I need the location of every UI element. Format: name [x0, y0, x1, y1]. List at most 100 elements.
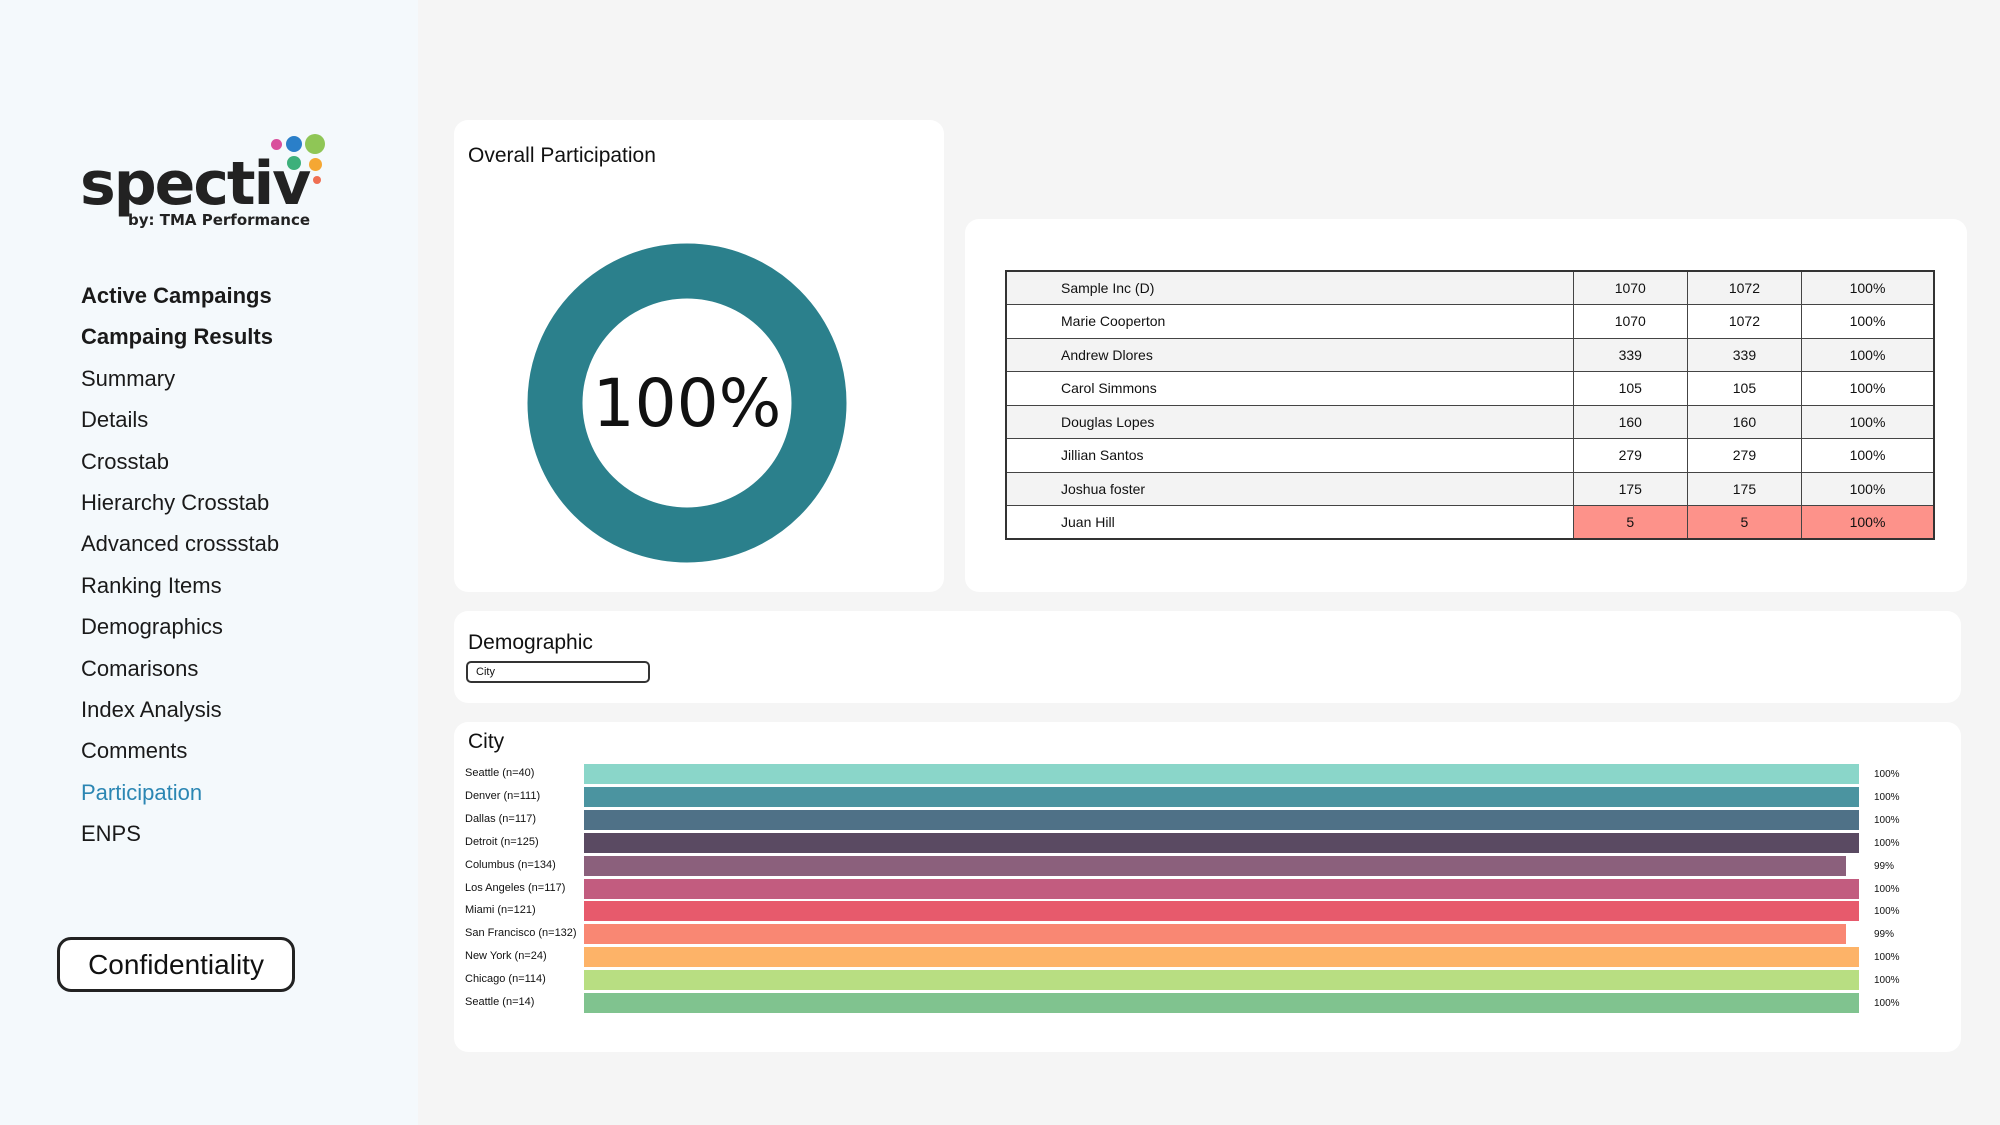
city-data-label: 99%	[1874, 860, 1895, 872]
table-cell-percent: 100%	[1801, 404, 1935, 439]
sidebar-item-ranking-items[interactable]: Ranking Items	[81, 572, 222, 598]
sidebar-item-demographics[interactable]: Demographics	[81, 614, 223, 640]
city-tick-label: Denver (n=111)	[465, 789, 541, 802]
sidebar-item-details[interactable]: Details	[81, 407, 149, 433]
city-bar	[584, 970, 1859, 991]
city-tick-label: Chicago (n=114)	[465, 973, 546, 986]
city-bar	[584, 786, 1859, 807]
city-bar	[584, 901, 1859, 922]
table-cell-count: 1070	[1572, 304, 1688, 339]
demographic-card: Demographic City	[454, 611, 1961, 703]
table-cell-name: Sample Inc (D)	[1005, 270, 1574, 305]
city-tick-label: Seattle (n=14)	[465, 996, 535, 1008]
city-data-label: 100%	[1874, 791, 1900, 803]
sidebar-item-advanced-crosstab[interactable]: Advanced crossstab	[81, 531, 280, 557]
participation-table: Sample Inc (D) 1070 1072 100% Marie Cooperto…	[1005, 270, 1935, 540]
table-cell-total: 1072	[1686, 304, 1803, 339]
city-tick-label: Dallas (n=117)	[465, 812, 537, 825]
table-cell-count: 279	[1572, 438, 1688, 473]
sidebar-item-comparisons[interactable]: Comarisons	[81, 655, 199, 681]
table-cell-name: Juan Hill	[1005, 505, 1574, 540]
table-cell-total: 175	[1686, 471, 1803, 506]
table-row: Carol Simmons 105 105 100%	[1005, 371, 1935, 406]
table-cell-name: Douglas Lopes	[1005, 404, 1574, 439]
table-cell-count: 175	[1572, 471, 1688, 506]
city-data-label: 100%	[1874, 998, 1900, 1009]
table-cell-percent: 100%	[1801, 438, 1935, 473]
donut-arc	[527, 243, 847, 563]
overall-participation-title: Overall Participation	[468, 144, 656, 167]
city-data-label: 100%	[1874, 837, 1900, 849]
table-cell-name: Marie Cooperton	[1005, 304, 1574, 339]
table-cell-total: 339	[1686, 337, 1803, 372]
sidebar-item-hierarchy-crosstab[interactable]: Hierarchy Crosstab	[81, 489, 270, 515]
city-bar-chart: Seattle (n=40) 100% Denver (n=111) 100% Dall…	[454, 722, 1961, 1052]
table-row: Joshua foster 175 175 100%	[1005, 471, 1935, 506]
sidebar-item-active-campaigns[interactable]: Active Campaings	[81, 283, 272, 308]
overall-participation-card: Overall Participation 100%	[454, 120, 944, 592]
logo-dot-green	[287, 156, 301, 170]
logo-subtitle: by: TMA Performance	[128, 211, 311, 229]
city-data-label: 100%	[1874, 883, 1900, 895]
logo-dot-pink	[271, 139, 282, 150]
table-cell-percent: 100%	[1801, 337, 1935, 372]
city-bar	[584, 832, 1859, 853]
city-tick-label: San Francisco (n=132)	[465, 927, 577, 940]
table-cell-total: 279	[1686, 438, 1803, 473]
table-cell-percent: 100%	[1801, 371, 1935, 406]
sidebar-item-campaign-results[interactable]: Campaing Results	[81, 324, 273, 350]
table-cell-count: 1070	[1572, 270, 1688, 305]
table-cell-name: Carol Simmons	[1005, 371, 1574, 406]
city-tick-label: Seattle (n=40)	[465, 767, 535, 779]
city-bar	[584, 947, 1859, 968]
city-data-label: 100%	[1874, 814, 1900, 826]
sidebar-item-summary[interactable]: Summary	[81, 365, 176, 391]
city-bar	[584, 809, 1859, 830]
city-bar	[584, 924, 1847, 945]
logo-dot-coral	[313, 176, 321, 184]
city-tick-label: Miami (n=121)	[465, 904, 536, 917]
table-cell-percent: 100%	[1801, 270, 1935, 305]
confidentiality-button[interactable]: Confidentiality	[57, 937, 295, 992]
logo-dot-lime	[305, 134, 325, 154]
table-cell-percent: 100%	[1801, 505, 1935, 540]
city-data-label: 100%	[1874, 975, 1900, 987]
logo-wordmark: spectiv	[80, 149, 311, 219]
city-data-label: 99%	[1874, 929, 1895, 941]
logo-dot-blue	[286, 136, 302, 152]
city-bar	[584, 855, 1847, 876]
city-tick-label: Los Angeles (n=117)	[465, 881, 566, 894]
city-data-label: 100%	[1874, 906, 1900, 918]
sidebar-item-comments[interactable]: Comments	[81, 738, 188, 764]
table-cell-name: Jillian Santos	[1005, 438, 1574, 473]
sidebar-item-index-analysis[interactable]: Index Analysis	[81, 696, 222, 722]
city-chart-title: City	[468, 730, 505, 753]
spectiv-logo[interactable]: spectiv by: TMA Performance	[80, 132, 340, 232]
city-tick-label: Columbus (n=134)	[465, 858, 556, 871]
city-bar	[584, 993, 1859, 1013]
table-row: Andrew Dlores 339 339 100%	[1005, 337, 1935, 372]
city-tick-label: Detroit (n=125)	[465, 835, 539, 848]
donut-svg	[527, 243, 847, 563]
table-row: Sample Inc (D) 1070 1072 100%	[1005, 270, 1935, 305]
table-cell-total: 160	[1686, 404, 1803, 439]
table-cell-count: 105	[1572, 371, 1688, 406]
sidebar-item-participation[interactable]: Participation	[81, 779, 203, 805]
table-row: Juan Hill 5 5 100%	[1005, 505, 1935, 540]
table-cell-total: 1072	[1686, 270, 1803, 305]
sidebar-item-crosstab[interactable]: Crosstab	[81, 448, 170, 474]
demographic-select[interactable]: City	[466, 661, 650, 683]
table-row: Jillian Santos 279 279 100%	[1005, 438, 1935, 473]
city-data-label: 100%	[1874, 769, 1900, 780]
city-data-label: 100%	[1874, 952, 1900, 964]
city-chart-card: City Seattle (n=40) 100% Denver (n=111) 100…	[454, 722, 1961, 1052]
demographic-title: Demographic	[468, 631, 593, 654]
donut-value-label: 100%	[592, 364, 782, 442]
table-row: Marie Cooperton 1070 1072 100%	[1005, 304, 1935, 339]
table-cell-count: 339	[1572, 337, 1688, 372]
sidebar: spectiv by: TMA Performance Active Campa…	[0, 0, 418, 1125]
logo-dot-orange	[309, 158, 322, 171]
table-cell-percent: 100%	[1801, 304, 1935, 339]
city-bar	[584, 764, 1859, 784]
sidebar-item-enps[interactable]: ENPS	[81, 821, 141, 847]
